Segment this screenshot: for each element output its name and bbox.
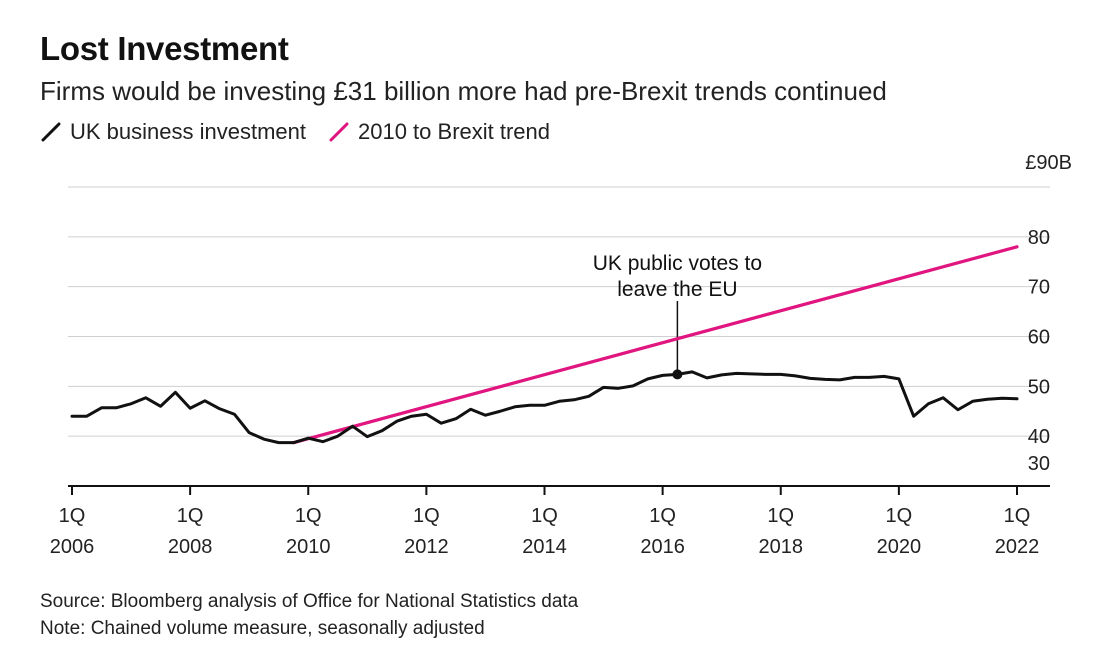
- y-tick-label: 80: [1028, 227, 1050, 249]
- x-tick-label-year: 2012: [404, 536, 449, 558]
- chart-title: Lost Investment: [40, 30, 289, 67]
- y-tick-label: 40: [1028, 426, 1050, 448]
- method-note: Note: Chained volume measure, seasonally…: [40, 618, 485, 639]
- chart-plot-area: 30 40 50 60 70 80 £90B 1Q 2006 1Q 2008 1Q 2010 1Q 2012…: [50, 152, 1072, 558]
- x-tick-label-year: 2008: [168, 536, 213, 558]
- y-tick-label: 70: [1028, 277, 1050, 299]
- legend-swatch-trend: [329, 122, 349, 142]
- x-tick-label-year: 2018: [759, 536, 804, 558]
- x-tick-label-quarter: 1Q: [59, 505, 86, 527]
- y-tick-label: 30: [1028, 453, 1050, 475]
- x-tick-label-quarter: 1Q: [177, 505, 204, 527]
- chart-footer: Source: Bloomberg analysis of Office for…: [40, 588, 578, 642]
- x-tick-label-year: 2020: [877, 536, 922, 558]
- annotation-text-line1: UK public votes to: [593, 252, 762, 275]
- chart-subtitle: Firms would be investing £31 billion mor…: [40, 76, 887, 106]
- legend-item-trend: 2010 to Brexit trend: [328, 119, 550, 145]
- legend: UK business investment 2010 to Brexit tr…: [40, 119, 572, 145]
- x-tick-label-quarter: 1Q: [413, 505, 440, 527]
- y-unit-label: £90B: [1025, 152, 1072, 174]
- legend-item-investment: UK business investment: [40, 119, 306, 145]
- x-tick-label-quarter: 1Q: [295, 505, 322, 527]
- annotation-marker: [672, 369, 683, 380]
- legend-swatch-investment: [41, 122, 61, 142]
- legend-label-investment: UK business investment: [70, 119, 306, 144]
- annotation-text-line2: leave the EU: [617, 278, 737, 301]
- x-tick-label-quarter: 1Q: [1004, 505, 1031, 527]
- x-tick-label-quarter: 1Q: [767, 505, 794, 527]
- x-tick-label-year: 2016: [640, 536, 685, 558]
- x-tick-label-year: 2014: [522, 536, 567, 558]
- y-tick-label: 50: [1028, 376, 1050, 398]
- series-line-trend: [291, 245, 1019, 445]
- series-line-investment: [70, 370, 1019, 445]
- x-tick-label-year: 2022: [995, 536, 1040, 558]
- x-tick-label-year: 2006: [50, 536, 95, 558]
- x-tick-label-year: 2010: [286, 536, 331, 558]
- y-tick-label: 60: [1028, 327, 1050, 349]
- x-tick-label-quarter: 1Q: [649, 505, 676, 527]
- source-note: Source: Bloomberg analysis of Office for…: [40, 591, 579, 612]
- x-tick-label-quarter: 1Q: [886, 505, 913, 527]
- legend-label-trend: 2010 to Brexit trend: [358, 119, 551, 144]
- x-tick-label-quarter: 1Q: [531, 505, 558, 527]
